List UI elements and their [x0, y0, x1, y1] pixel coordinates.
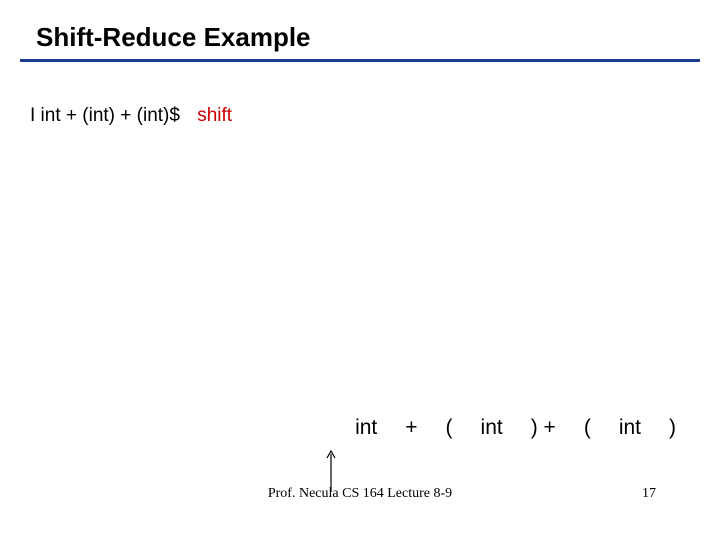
page-title: Shift-Reduce Example: [36, 22, 720, 53]
token: (: [584, 416, 591, 440]
title-rule: [20, 59, 700, 62]
parse-state: I int + (int) + (int)$ shift: [30, 105, 232, 127]
token: ) +: [531, 416, 556, 440]
token: (: [446, 416, 453, 440]
token: int: [481, 416, 503, 440]
token: ): [669, 416, 676, 440]
token: +: [405, 416, 417, 440]
token: int: [355, 416, 377, 440]
page-number: 17: [642, 486, 656, 502]
parse-stack: I int + (int) + (int)$: [30, 105, 180, 126]
footer-text: Prof. Necula CS 164 Lecture 8-9: [268, 486, 452, 502]
token-row: int + ( int ) + ( int ): [341, 416, 690, 440]
parse-action: shift: [197, 105, 232, 126]
token: int: [619, 416, 641, 440]
